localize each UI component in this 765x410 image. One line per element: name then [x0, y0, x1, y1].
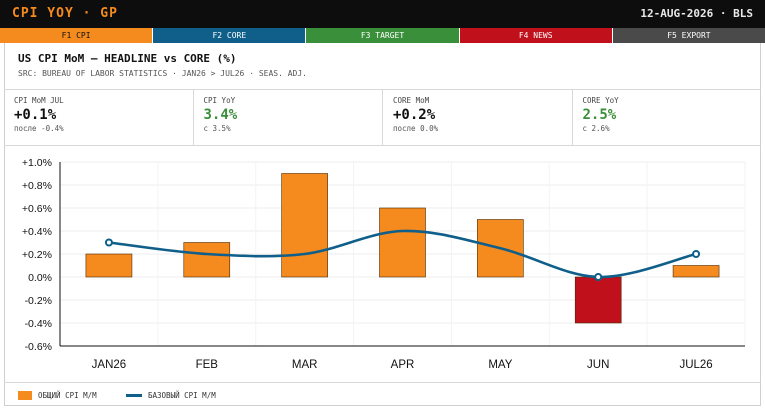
- fkey-target[interactable]: F3 TARGET: [306, 28, 459, 43]
- y-tick-label: -0.4%: [25, 318, 52, 330]
- kpi-label: CORE MoM: [393, 96, 430, 105]
- panel-subtitle: SRC: BUREAU OF LABOR STATISTICS · JAN26 …: [18, 69, 307, 78]
- panel-title: US CPI MoM — HEADLINE vs CORE (%): [18, 52, 237, 65]
- app-title: CPI YOY · GP: [12, 6, 118, 21]
- kpi-strip: CPI MoM JUL +0.1% после -0.4% CPI YoY 3.…: [4, 90, 761, 146]
- x-tick-label: APR: [391, 359, 415, 371]
- kpi-prior: с 2.6%: [582, 124, 610, 133]
- y-tick-label: +0.2%: [22, 249, 52, 261]
- kpi-core-mom: CORE MoM +0.2% после 0.0%: [383, 90, 573, 145]
- kpi-prior: после 0.0%: [393, 124, 439, 133]
- legend-item-headline: ОБЩИЙ CPI М/М: [18, 391, 97, 400]
- bar-mar: [281, 173, 328, 278]
- bar-jun: [574, 276, 622, 324]
- x-tick-label: FEB: [196, 359, 219, 371]
- kpi-value: 3.4%: [203, 107, 238, 123]
- kpi-value: 2.5%: [582, 107, 617, 123]
- function-key-bar: F1 CPI F2 CORE F3 TARGET F4 NEWS F5 EXPO…: [0, 28, 765, 43]
- kpi-cpi-yoy: CPI YoY 3.4% с 3.5%: [194, 90, 383, 145]
- kpi-value: +0.2%: [393, 107, 436, 123]
- fkey-export[interactable]: F5 EXPORT: [612, 28, 765, 43]
- chart-legend: ОБЩИЙ CPI М/М БАЗОВЫЙ CPI М/М: [4, 382, 761, 406]
- kpi-cpi-mom: CPI MoM JUL +0.1% после -0.4%: [4, 90, 194, 145]
- x-tick-label: JUL26: [679, 359, 712, 371]
- top-bar: CPI YOY · GP 12-AUG-2026 · BLS: [0, 0, 765, 28]
- y-tick-label: -0.6%: [25, 341, 52, 353]
- y-tick-label: +0.8%: [22, 180, 52, 192]
- x-tick-label: JAN26: [92, 359, 127, 371]
- kpi-prior: после -0.4%: [14, 124, 64, 133]
- kpi-label: CPI MoM JUL: [14, 96, 64, 105]
- bar-jul26: [672, 265, 720, 278]
- bar-feb: [183, 242, 231, 278]
- kpi-label: CORE YoY: [582, 96, 619, 105]
- fkey-news[interactable]: F4 NEWS: [459, 28, 612, 43]
- cpi-chart: +1.0% +0.8% +0.6% +0.4% +0.2% 0.0% -0.2% -0.4% -…: [22, 157, 746, 371]
- legend-label-core: БАЗОВЫЙ CPI М/М: [148, 391, 216, 400]
- legend-label-headline: ОБЩИЙ CPI М/М: [38, 391, 97, 400]
- legend-item-core: БАЗОВЫЙ CPI М/М: [126, 391, 216, 400]
- legend-swatch-line: [126, 394, 142, 397]
- bar-apr: [379, 207, 426, 278]
- legend-swatch-bar: [18, 391, 32, 400]
- core-point-jul26: [692, 250, 701, 258]
- y-tick-label: +0.6%: [22, 203, 52, 215]
- y-tick-label: +0.4%: [22, 226, 52, 238]
- fkey-cpi[interactable]: F1 CPI: [0, 28, 153, 43]
- y-tick-label: +1.0%: [22, 157, 52, 169]
- kpi-label: CPI YoY: [203, 96, 236, 105]
- kpi-prior: с 3.5%: [203, 124, 231, 133]
- panel-frame: [4, 43, 761, 406]
- y-tick-label: -0.2%: [25, 295, 52, 307]
- kpi-value: +0.1%: [14, 107, 57, 123]
- bar-jan26: [85, 253, 133, 278]
- panel-header: US CPI MoM — HEADLINE vs CORE (%) SRC: B…: [4, 43, 761, 90]
- x-tick-label: MAY: [488, 359, 512, 371]
- x-tick-label: JUN: [587, 359, 609, 371]
- chart-area: +1.0% +0.8% +0.6% +0.4% +0.2% 0.0% -0.2% -0.4% -…: [4, 146, 761, 382]
- core-point-jan26: [104, 238, 113, 247]
- x-tick-label: MAR: [292, 359, 318, 371]
- core-point-jun: [594, 273, 603, 281]
- y-tick-label: 0.0%: [28, 272, 52, 284]
- date-stamp: 12-AUG-2026 · BLS: [640, 7, 753, 20]
- fkey-core[interactable]: F2 CORE: [153, 28, 306, 43]
- kpi-core-yoy: CORE YoY 2.5% с 2.6%: [573, 90, 762, 145]
